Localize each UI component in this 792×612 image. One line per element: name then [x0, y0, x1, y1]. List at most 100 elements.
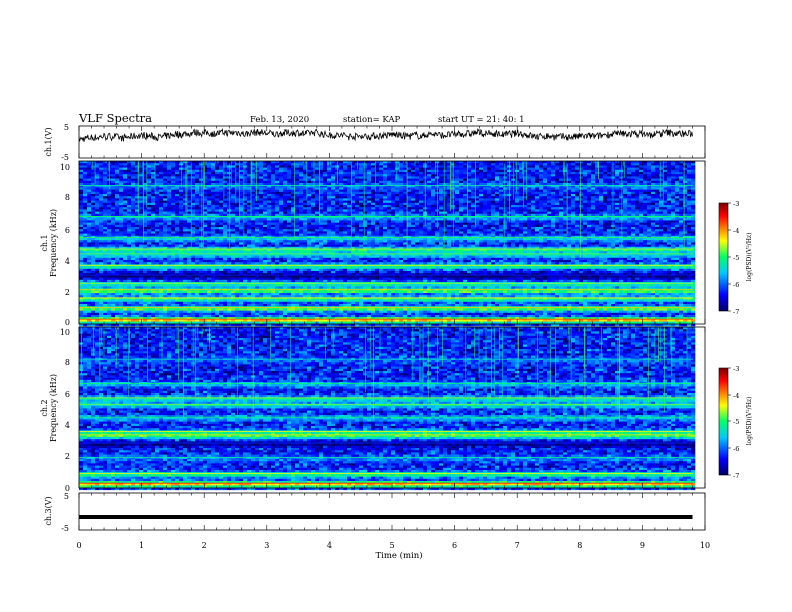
spectrogram-cell [187, 196, 191, 199]
spectrogram-cell [431, 179, 435, 182]
spectrogram-cell [127, 165, 131, 168]
spectrogram-cell [335, 218, 339, 221]
spectrogram-cell [195, 227, 199, 230]
spectrogram-cell [543, 179, 547, 182]
spectrogram-cell [531, 190, 535, 193]
spectrogram-cell [307, 179, 311, 182]
spectrogram-cell [187, 190, 191, 193]
spectrogram-cell [295, 209, 299, 212]
spectrogram-cell [323, 181, 327, 184]
spectrogram-cell [551, 198, 555, 201]
spectrogram-cell [671, 223, 675, 226]
spectrogram-cell [571, 220, 575, 223]
spectrogram-cell [183, 207, 187, 210]
spectrogram-cell [511, 198, 515, 201]
spectrogram-cell [619, 168, 623, 171]
spectrogram-cell [363, 220, 367, 223]
spectrogram-cell [651, 203, 655, 206]
spectrogram-cell [631, 176, 635, 179]
spectrogram-cell [563, 176, 567, 179]
spectrogram-cell [503, 223, 507, 226]
spectrogram-cell [383, 170, 387, 173]
spectrogram-cell [471, 225, 475, 228]
spectrogram-cell [223, 229, 227, 232]
spectrogram-cell [151, 194, 155, 197]
spectrogram-cell [195, 176, 199, 179]
spectrogram-cell [519, 192, 523, 195]
spectrogram-cell [539, 220, 543, 223]
spectrogram-cell [255, 218, 259, 221]
spectrogram-cell [607, 207, 611, 210]
spectrogram-cell [263, 170, 267, 173]
spectrogram-cell [363, 198, 367, 201]
spectrogram-cell [255, 192, 259, 195]
spectrogram-cell [587, 212, 591, 215]
spectrogram-cell [183, 168, 187, 171]
spectrogram-cell [207, 205, 211, 208]
spectrogram-cell [271, 227, 275, 230]
spectrogram-cell [367, 214, 371, 217]
spectrogram-cell [191, 198, 195, 201]
spectrogram-cell [391, 225, 395, 228]
spectrogram-cell [195, 212, 199, 215]
spectrogram-cell [123, 225, 127, 228]
spectrogram-cell [479, 168, 483, 171]
spectrogram-cell [323, 209, 327, 212]
spectrogram-cell [79, 225, 83, 228]
spectrogram-cell [623, 212, 627, 215]
spectrogram-cell [647, 218, 651, 221]
spectrogram-cell [251, 187, 255, 190]
spectrogram-cell [595, 196, 599, 199]
spectrogram-cell [571, 181, 575, 184]
spectrogram-cell [187, 229, 191, 232]
spectrogram-cell [575, 227, 579, 230]
spectrogram-cell [455, 218, 459, 221]
spectrogram-cell [347, 196, 351, 199]
spectrogram-cell [499, 209, 503, 212]
spectrogram-cell [147, 187, 151, 190]
spectrogram-cell [659, 174, 663, 177]
spectrogram-cell [295, 196, 299, 199]
spectrogram-cell [511, 227, 515, 230]
spectrogram-cell [115, 176, 119, 179]
spectrogram-cell [179, 203, 183, 206]
spectrogram-cell [367, 209, 371, 212]
spectrogram-cell [563, 203, 567, 206]
spectrogram-cell [463, 225, 467, 228]
spectrogram-cell [615, 163, 619, 166]
spectrogram-cell [683, 196, 687, 199]
spectrogram-cell [255, 201, 259, 204]
spectrogram-cell [95, 203, 99, 206]
spectrogram-cell [303, 218, 307, 221]
spectrogram-cell [175, 209, 179, 212]
spectrogram-cell [347, 181, 351, 184]
spectrogram-cell [539, 209, 543, 212]
spectrogram-cell [511, 225, 515, 228]
spectrogram-cell [163, 225, 167, 228]
spectrogram-cell [415, 174, 419, 177]
spectrogram-cell [363, 207, 367, 210]
spectrogram-cell [499, 187, 503, 190]
spectrogram-cell [499, 181, 503, 184]
spectrogram-cell [383, 174, 387, 177]
spectrogram-cell [279, 229, 283, 232]
spectrogram-cell [431, 165, 435, 168]
spectrogram-cell [251, 225, 255, 228]
spectrogram-cell [563, 227, 567, 230]
spectrogram-cell [267, 223, 271, 226]
spectrogram-cell [639, 201, 643, 204]
spectrogram-cell [459, 163, 463, 166]
spectrogram-cell [87, 214, 91, 217]
spectrogram-cell [619, 201, 623, 204]
spectrogram-cell [311, 176, 315, 179]
spectrogram-cell [407, 181, 411, 184]
spectrogram-cell [687, 225, 691, 228]
spectrogram-cell [415, 196, 419, 199]
spectrogram-cell [619, 163, 623, 166]
spectrogram-cell [683, 227, 687, 230]
spectrogram-cell [295, 198, 299, 201]
spectrogram-cell [623, 165, 627, 168]
spectrogram-cell [555, 196, 559, 199]
spectrogram-cell [383, 229, 387, 232]
spectrogram-cell [307, 207, 311, 210]
